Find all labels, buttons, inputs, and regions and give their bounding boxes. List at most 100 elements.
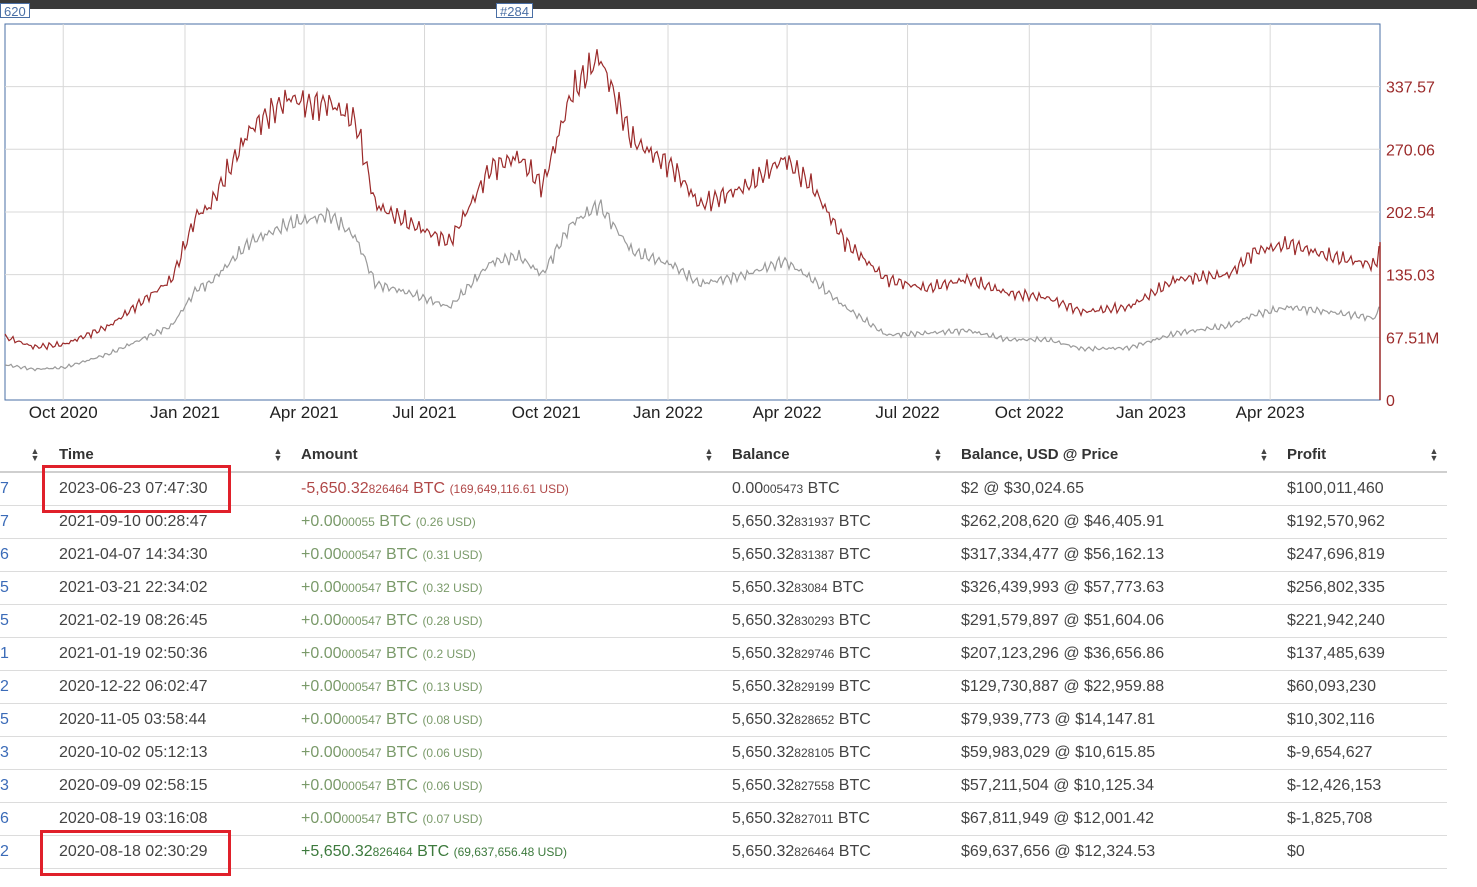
tx-amount: +0.00000547 BTC (0.06 USD) <box>291 736 722 770</box>
tx-amount-small: 000547 <box>341 581 382 595</box>
tx-balance-unit: BTC <box>834 843 871 860</box>
tx-amount-sign: + <box>301 612 311 629</box>
tx-balance: 5,650.32829199 BTC <box>722 670 951 704</box>
column-header-id[interactable]: ▲ ▼ <box>0 438 48 473</box>
tx-amount-main: 0.00 <box>310 777 342 794</box>
table-row[interactable]: 5 2021-02-19 08:26:45 +0.00000547 BTC (0.2… <box>0 604 1447 638</box>
tx-balance-main: 0.00 <box>732 480 764 497</box>
tx-balance-main: 5,650.32 <box>732 777 795 794</box>
table-header-row: ▲ ▼ Time ▲ ▼ Amount ▲ ▼ Balance ▲ ▼ Balance, US… <box>0 438 1447 473</box>
tx-amount-usd: (0.06 USD) <box>422 779 483 793</box>
table-row[interactable]: 5 2021-03-21 22:34:02 +0.00000547 BTC (0.3… <box>0 571 1447 605</box>
tx-amount-sign: + <box>301 810 311 827</box>
tx-id-link[interactable]: 5 <box>0 711 9 728</box>
tx-amount-main: 0.00 <box>310 744 342 761</box>
tx-id-link[interactable]: 6 <box>0 546 9 563</box>
tx-amount-small: 000547 <box>341 680 382 694</box>
tx-balance-unit: BTC <box>834 645 871 662</box>
tx-id-link[interactable]: 2 <box>0 678 9 695</box>
tx-amount: +0.00000547 BTC (0.07 USD) <box>291 802 722 836</box>
column-header-amount[interactable]: Amount ▲ ▼ <box>291 438 722 473</box>
tx-amount-usd: (0.08 USD) <box>422 713 483 727</box>
table-row[interactable]: 6 2020-08-19 03:16:08 +0.00000547 BTC (0.0… <box>0 802 1447 836</box>
tx-id-link[interactable]: 5 <box>0 612 9 629</box>
y-tick-label: 67.51M <box>1386 330 1439 347</box>
column-header-label: Profit <box>1287 446 1327 463</box>
column-header-label: Balance <box>732 446 790 463</box>
chart-flag-left[interactable]: 620 <box>0 3 30 19</box>
sort-icon[interactable]: ▲ ▼ <box>1259 445 1269 463</box>
table-row[interactable]: 6 2021-04-07 14:34:30 +0.00000547 BTC (0.3… <box>0 538 1447 572</box>
tx-balance: 5,650.32828105 BTC <box>722 736 951 770</box>
tx-balance: 5,650.32827011 BTC <box>722 802 951 836</box>
tx-time: 2021-01-19 02:50:36 <box>59 645 208 662</box>
tx-amount-sign: + <box>301 513 311 530</box>
column-header-balance-usd[interactable]: Balance, USD @ Price ▲ ▼ <box>951 438 1277 473</box>
tx-amount-usd: (0.13 USD) <box>422 680 483 694</box>
tx-id-link[interactable]: 7 <box>0 513 9 530</box>
tx-profit: $247,696,819 <box>1287 546 1385 563</box>
tx-balance: 5,650.32826464 BTC <box>722 835 951 869</box>
tx-amount: +0.00000547 BTC (0.28 USD) <box>291 604 722 638</box>
tx-id-link[interactable]: 6 <box>0 810 9 827</box>
table-row[interactable]: 1 2021-01-19 02:50:36 +0.00000547 BTC (0.2… <box>0 637 1447 671</box>
tx-balance-unit: BTC <box>834 678 871 695</box>
sort-icon[interactable]: ▲ ▼ <box>933 445 943 463</box>
column-header-profit[interactable]: Profit ▲ ▼ <box>1277 438 1447 473</box>
tx-balance-usd: $262,208,620 @ $46,405.91 <box>961 513 1165 530</box>
tx-amount-usd: (0.32 USD) <box>422 581 483 595</box>
tx-balance-main: 5,650.32 <box>732 711 795 728</box>
tx-balance-usd: $67,811,949 @ $12,001.42 <box>961 810 1154 827</box>
tx-amount-small: 000547 <box>341 614 382 628</box>
tx-amount-usd: (0.26 USD) <box>415 515 476 529</box>
tx-id-link[interactable]: 3 <box>0 777 9 794</box>
table-row[interactable]: 7 2023-06-23 07:47:30 -5,650.32826464 BTC … <box>0 472 1447 506</box>
table-row[interactable]: 7 2021-09-10 00:28:47 +0.0000055 BTC (0.26… <box>0 505 1447 539</box>
tx-amount-sign: - <box>301 480 307 497</box>
tx-amount: +0.0000055 BTC (0.26 USD) <box>291 505 722 539</box>
tx-time: 2021-03-21 22:34:02 <box>59 579 208 596</box>
tx-profit: $10,302,116 <box>1287 711 1375 728</box>
tx-id-link[interactable]: 3 <box>0 744 9 761</box>
tx-time: 2020-09-09 02:58:15 <box>59 777 208 794</box>
table-row[interactable]: 3 2020-10-02 05:12:13 +0.00000547 BTC (0.0… <box>0 736 1447 770</box>
tx-id-link[interactable]: 7 <box>0 480 9 497</box>
tx-balance-unit: BTC <box>834 612 871 629</box>
tx-amount-sign: + <box>301 579 311 596</box>
tx-balance-usd: $69,637,656 @ $12,324.53 <box>961 843 1156 860</box>
tx-balance-unit: BTC <box>834 513 871 530</box>
sort-icon[interactable]: ▲ ▼ <box>1429 445 1439 463</box>
transactions-table: ▲ ▼ Time ▲ ▼ Amount ▲ ▼ Balance ▲ ▼ Balance, US… <box>0 438 1447 869</box>
tx-id-link[interactable]: 1 <box>0 645 9 662</box>
tx-amount-main: 5,650.32 <box>306 480 369 497</box>
highlight-box-latest <box>42 465 231 513</box>
chart-flag-284[interactable]: #284 <box>496 3 533 19</box>
tx-amount-unit: BTC <box>408 480 446 497</box>
y-tick-label: 270.06 <box>1386 142 1435 159</box>
tx-amount-main: 0.00 <box>310 711 342 728</box>
tx-balance-main: 5,650.32 <box>732 645 795 662</box>
tx-time: 2023-06-23 07:47:30 <box>59 480 208 497</box>
tx-balance: 0.00005473 BTC <box>722 472 951 506</box>
table-row[interactable]: 2 2020-08-18 02:30:29 +5,650.32826464 BTC … <box>0 835 1447 869</box>
column-header-balance[interactable]: Balance ▲ ▼ <box>722 438 951 473</box>
sort-icon[interactable]: ▲ ▼ <box>704 445 714 463</box>
table-row[interactable]: 3 2020-09-09 02:58:15 +0.00000547 BTC (0.0… <box>0 769 1447 803</box>
tx-amount-small: 826464 <box>368 482 409 496</box>
tx-balance-usd: $2 @ $30,024.65 <box>961 480 1085 497</box>
sort-icon[interactable]: ▲ ▼ <box>30 445 40 463</box>
tx-id-link[interactable]: 2 <box>0 843 9 860</box>
tx-amount: -5,650.32826464 BTC (169,649,116.61 USD) <box>291 472 722 506</box>
tx-profit: $-12,426,153 <box>1287 777 1382 794</box>
tx-id-link[interactable]: 5 <box>0 579 9 596</box>
chart-svg: 337.57 270.06 202.54 135.03 67.51M 0 Oct 2020 J… <box>4 23 1439 422</box>
tx-amount-small: 000547 <box>341 779 382 793</box>
tx-amount-main: 0.00 <box>310 810 342 827</box>
tx-balance-main: 5,650.32 <box>732 810 795 827</box>
table-row[interactable]: 2 2020-12-22 06:02:47 +0.00000547 BTC (0.1… <box>0 670 1447 704</box>
sort-icon[interactable]: ▲ ▼ <box>273 445 283 463</box>
table-row[interactable]: 5 2020-11-05 03:58:44 +0.00000547 BTC (0.0… <box>0 703 1447 737</box>
tx-amount-small: 000547 <box>341 713 382 727</box>
tx-amount-usd: (0.06 USD) <box>422 746 483 760</box>
tx-balance-unit: BTC <box>803 480 840 497</box>
